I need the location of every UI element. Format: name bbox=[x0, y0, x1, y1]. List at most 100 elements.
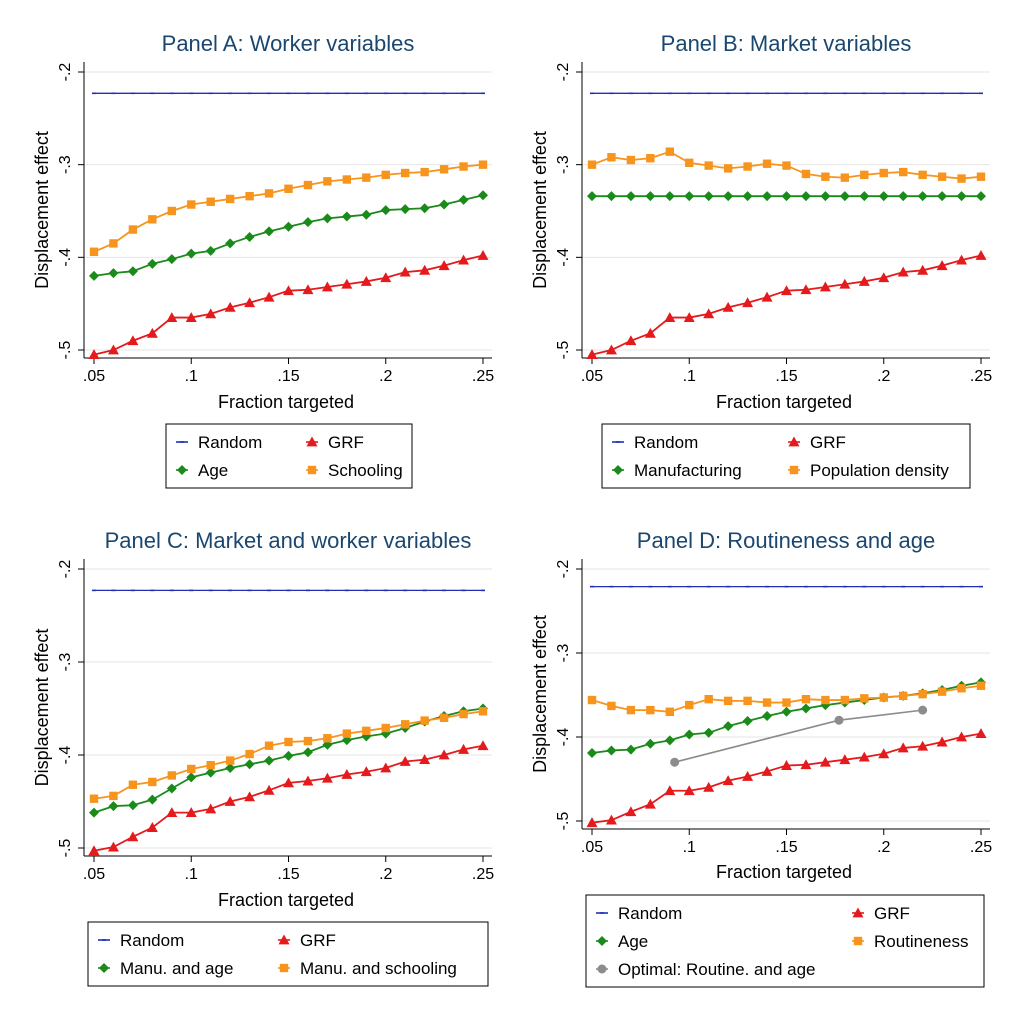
data-point bbox=[685, 700, 694, 710]
data-point bbox=[742, 716, 753, 727]
data-point bbox=[419, 754, 431, 765]
data-point bbox=[683, 785, 695, 796]
y-tick-label: -.4 bbox=[57, 746, 74, 765]
y-axis-label: Displacement effect bbox=[32, 131, 52, 289]
panel-c-legend: Random GRF Manu. and age Manu. and schoolin… bbox=[87, 921, 489, 987]
data-point bbox=[477, 249, 489, 260]
x-tick-label: .2 bbox=[379, 866, 392, 883]
series-routineness bbox=[587, 681, 986, 716]
data-point bbox=[840, 173, 850, 182]
legend-label: Age bbox=[198, 461, 228, 480]
data-point bbox=[703, 308, 715, 319]
panel-b: Panel B: Market variables -.2 -.3 -.4 -.5 .05… bbox=[530, 31, 992, 489]
data-point bbox=[128, 780, 138, 789]
data-point bbox=[917, 740, 929, 751]
x-tick-label: .25 bbox=[970, 839, 992, 856]
panel-d: Panel D: Routineness and age -.2 -.3 -.4 -.5… bbox=[530, 528, 992, 988]
data-point bbox=[781, 706, 792, 717]
data-point bbox=[167, 771, 176, 780]
x-tick-label: .15 bbox=[775, 368, 797, 385]
data-point bbox=[380, 762, 392, 773]
data-point bbox=[762, 191, 773, 202]
legend-marker bbox=[852, 907, 864, 918]
data-point bbox=[362, 173, 371, 182]
x-axis-label: Fraction targeted bbox=[716, 392, 852, 412]
legend-key bbox=[278, 963, 290, 973]
data-point bbox=[108, 801, 119, 812]
data-point bbox=[321, 772, 333, 783]
data-point bbox=[245, 749, 254, 759]
legend-key bbox=[176, 465, 188, 475]
y-axis-label: Displacement effect bbox=[32, 629, 52, 787]
data-point bbox=[360, 275, 372, 286]
data-point bbox=[439, 165, 449, 174]
data-point bbox=[899, 691, 908, 701]
series-grf bbox=[586, 249, 987, 360]
data-point bbox=[743, 162, 752, 171]
data-point bbox=[703, 727, 714, 738]
y-tick-label: -.5 bbox=[555, 341, 572, 360]
data-point bbox=[587, 747, 597, 758]
data-point bbox=[800, 759, 812, 770]
legend-key bbox=[596, 964, 608, 974]
data-point bbox=[205, 245, 216, 256]
data-point bbox=[263, 291, 275, 302]
data-point bbox=[819, 281, 831, 292]
data-point bbox=[626, 705, 636, 715]
data-point bbox=[723, 191, 734, 202]
data-point bbox=[88, 845, 100, 856]
data-point bbox=[264, 226, 275, 237]
data-point bbox=[107, 841, 119, 852]
data-point bbox=[879, 168, 888, 178]
data-point bbox=[264, 755, 275, 766]
data-point bbox=[439, 713, 449, 722]
data-point bbox=[342, 175, 352, 184]
y-tick-label: -.3 bbox=[57, 155, 74, 174]
series-schooling bbox=[89, 160, 488, 256]
data-point bbox=[742, 770, 754, 781]
x-tick-label: .15 bbox=[277, 866, 299, 883]
data-point bbox=[956, 731, 968, 742]
data-point bbox=[244, 231, 255, 242]
data-point bbox=[858, 275, 870, 286]
data-point bbox=[185, 807, 197, 818]
data-point bbox=[646, 153, 655, 163]
data-point bbox=[684, 191, 695, 202]
legend-key bbox=[596, 936, 608, 946]
data-point bbox=[264, 741, 274, 750]
data-point bbox=[399, 756, 411, 766]
data-point bbox=[185, 312, 197, 322]
legend-label: Optimal: Routine. and age bbox=[618, 960, 816, 979]
data-point bbox=[625, 744, 636, 755]
data-point bbox=[439, 199, 450, 210]
legend-label: Random bbox=[198, 433, 262, 452]
legend-marker bbox=[306, 436, 318, 447]
data-point bbox=[607, 153, 616, 162]
data-point bbox=[743, 696, 752, 706]
y-tick-label: -.5 bbox=[57, 839, 74, 858]
data-point bbox=[283, 221, 294, 232]
legend-label: GRF bbox=[810, 433, 846, 452]
y-tick-label: -.2 bbox=[57, 560, 74, 579]
data-point bbox=[187, 764, 196, 774]
series-optimal-routine-and-age bbox=[670, 705, 928, 767]
data-point bbox=[956, 254, 968, 265]
data-point bbox=[167, 206, 176, 216]
data-point bbox=[244, 297, 256, 308]
legend-marker bbox=[177, 465, 187, 475]
data-point bbox=[225, 763, 236, 774]
y-tick-label: -.3 bbox=[57, 653, 74, 672]
series-population-density bbox=[587, 147, 986, 183]
data-point bbox=[587, 160, 597, 169]
data-point bbox=[858, 751, 870, 762]
data-point bbox=[957, 684, 966, 693]
data-point bbox=[975, 249, 987, 260]
data-point bbox=[937, 172, 947, 181]
data-point bbox=[781, 285, 792, 296]
panel-b-title: Panel B: Market variables bbox=[661, 31, 912, 56]
legend-key bbox=[852, 907, 864, 918]
series-manufacturing bbox=[587, 191, 986, 202]
data-point bbox=[800, 191, 811, 202]
data-point bbox=[224, 301, 236, 312]
data-point bbox=[458, 194, 469, 205]
